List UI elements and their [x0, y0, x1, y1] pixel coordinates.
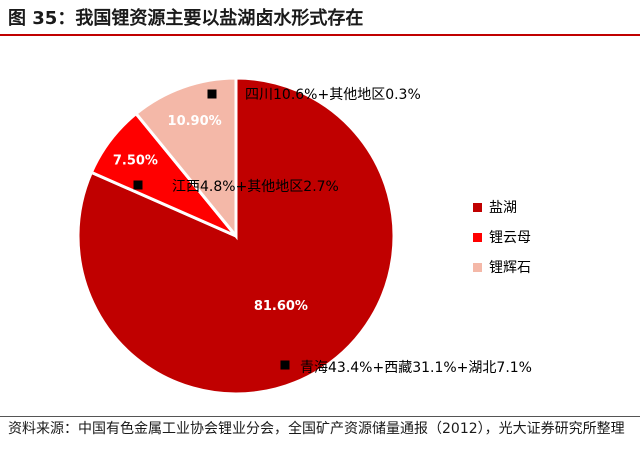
- pie-slices: [76, 76, 396, 396]
- annotation-marker-0: [280, 360, 290, 370]
- slice-value-label-0: 81.60%: [254, 299, 308, 314]
- legend-label-0: 盐湖: [489, 200, 517, 216]
- pie-chart: 81.60% 7.50% 10.90% 青海43.4%+西藏31.1%+湖北7.1%…: [76, 76, 532, 396]
- slice-value-label-1: 7.50%: [113, 153, 158, 168]
- slice-annotation-1: 江西4.8%+其他地区2.7%: [172, 179, 339, 195]
- pie-value-labels: 81.60% 7.50% 10.90%: [113, 114, 308, 314]
- legend-swatch-2: [473, 263, 482, 272]
- slice-annotation-0: 青海43.4%+西藏31.1%+湖北7.1%: [300, 360, 532, 376]
- legend-swatch-1: [473, 233, 482, 242]
- title-divider: [0, 34, 640, 36]
- chart-title: 图 35：我国锂资源主要以盐湖卤水形式存在: [8, 8, 364, 29]
- legend-label-1: 锂云母: [489, 230, 531, 246]
- legend-swatch-0: [473, 203, 482, 212]
- legend-label-2: 锂辉石: [489, 260, 531, 276]
- pie-slice-2: [133, 76, 238, 241]
- slice-value-label-2: 10.90%: [168, 114, 222, 129]
- slice-annotation-2: 四川10.6%+其他地区0.3%: [245, 87, 421, 103]
- source-note: 资料来源：中国有色金属工业协会锂业分会，全国矿产资源储量通报（2012），光大证…: [8, 421, 625, 437]
- source-divider: [0, 416, 640, 417]
- annotation-marker-2: [207, 89, 217, 99]
- annotation-marker-1: [133, 180, 143, 190]
- pie-annotations: 青海43.4%+西藏31.1%+湖北7.1% 江西4.8%+其他地区2.7% 四川1…: [133, 87, 532, 376]
